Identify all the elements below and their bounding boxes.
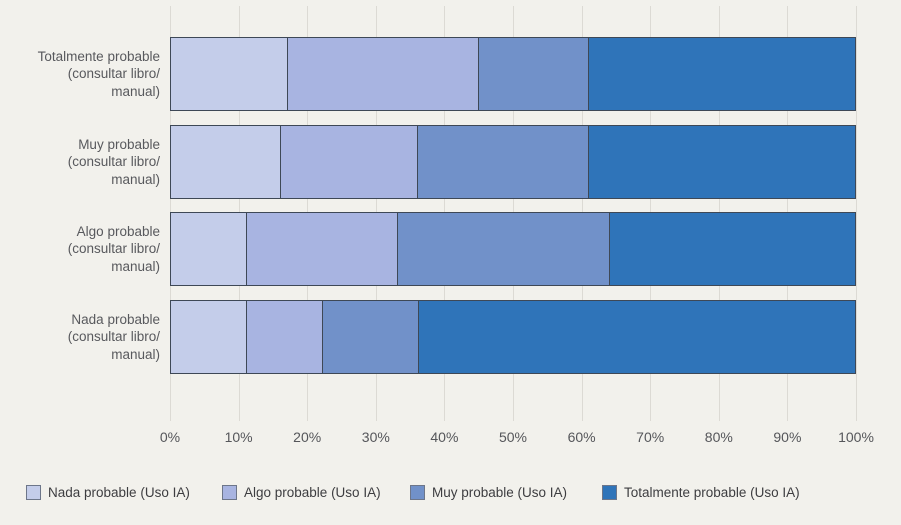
bar-segment [418, 301, 855, 373]
legend-label: Algo probable (Uso IA) [244, 485, 381, 500]
bar-segment [171, 301, 246, 373]
y-axis-category-label: Totalmente probable (consultar libro/manu… [0, 37, 160, 111]
legend-label: Totalmente probable (Uso IA) [624, 485, 800, 500]
y-axis-label-line: Totalmente probable [37, 48, 160, 64]
x-axis: 0% 10% 20% 30% 40% 50% 60% 70% 80% 90% 100% [160, 429, 874, 449]
x-axis-tick-label: 10% [224, 429, 253, 445]
bar-segment [245, 301, 322, 373]
x-axis-tick-label: 100% [838, 429, 874, 445]
bar-segment [171, 213, 246, 285]
y-axis-label-line: manual) [111, 346, 160, 362]
y-axis-label-line: manual) [111, 83, 160, 99]
bar-row [170, 125, 856, 199]
legend-label: Nada probable (Uso IA) [48, 485, 190, 500]
gridline-100 [856, 6, 857, 421]
x-axis-tick-label: 70% [636, 429, 665, 445]
y-axis-labels: Totalmente probable (consultar libro/manu… [0, 6, 160, 421]
y-axis-label-line: manual) [111, 171, 160, 187]
bar-segment [321, 301, 419, 373]
y-axis-category-label: Muy probable (consultar libro/manual) [0, 125, 160, 199]
y-axis-label-line: Nada probable [71, 311, 160, 327]
bar-segment [396, 213, 609, 285]
bar-segment [286, 38, 479, 110]
legend-swatch-icon [602, 485, 617, 500]
bar-segment [417, 126, 589, 198]
legend-item: Nada probable (Uso IA) [26, 485, 190, 500]
y-axis-label-line: (consultar libro/ [67, 329, 160, 345]
legend-swatch-icon [222, 485, 237, 500]
x-axis-tick-label: 20% [293, 429, 322, 445]
y-axis-label-line: Muy probable [78, 136, 160, 152]
bars-container [170, 6, 856, 421]
legend-swatch-icon [410, 485, 425, 500]
bar-segment [478, 38, 589, 110]
legend-label: Muy probable (Uso IA) [432, 485, 568, 500]
legend: Nada probable (Uso IA) Algo probable (Uso… [0, 485, 901, 509]
bar-segment [608, 213, 855, 285]
y-axis-category-label: Algo probable (consultar libro/manual) [0, 212, 160, 286]
bar-segment [279, 126, 418, 198]
bar-row [170, 37, 856, 111]
bar-row [170, 300, 856, 374]
x-axis-tick-label: 60% [567, 429, 596, 445]
bar-row [170, 212, 856, 286]
y-axis-label-line: Algo probable [76, 223, 160, 239]
y-axis-label-line: (consultar libro/ [67, 66, 160, 82]
legend-item: Totalmente probable (Uso IA) [602, 485, 800, 500]
y-axis-category-label: Nada probable (consultar libro/manual) [0, 300, 160, 374]
y-axis-label-line: (consultar libro/ [67, 154, 160, 170]
bar-segment [588, 126, 855, 198]
bar-segment [171, 126, 280, 198]
x-axis-tick-label: 0% [159, 429, 181, 445]
y-axis-label-line: (consultar libro/ [67, 241, 160, 257]
bar-segment [245, 213, 397, 285]
legend-swatch-icon [26, 485, 41, 500]
x-axis-tick-label: 30% [361, 429, 390, 445]
legend-item: Algo probable (Uso IA) [222, 485, 381, 500]
x-axis-tick-label: 80% [704, 429, 733, 445]
x-axis-tick-label: 50% [498, 429, 528, 445]
legend-item: Muy probable (Uso IA) [410, 485, 567, 500]
bar-segment [171, 38, 287, 110]
bar-segment [588, 38, 855, 110]
x-axis-tick-label: 90% [773, 429, 802, 445]
y-axis-label-line: manual) [111, 258, 160, 274]
x-axis-tick-label: 40% [430, 429, 459, 445]
